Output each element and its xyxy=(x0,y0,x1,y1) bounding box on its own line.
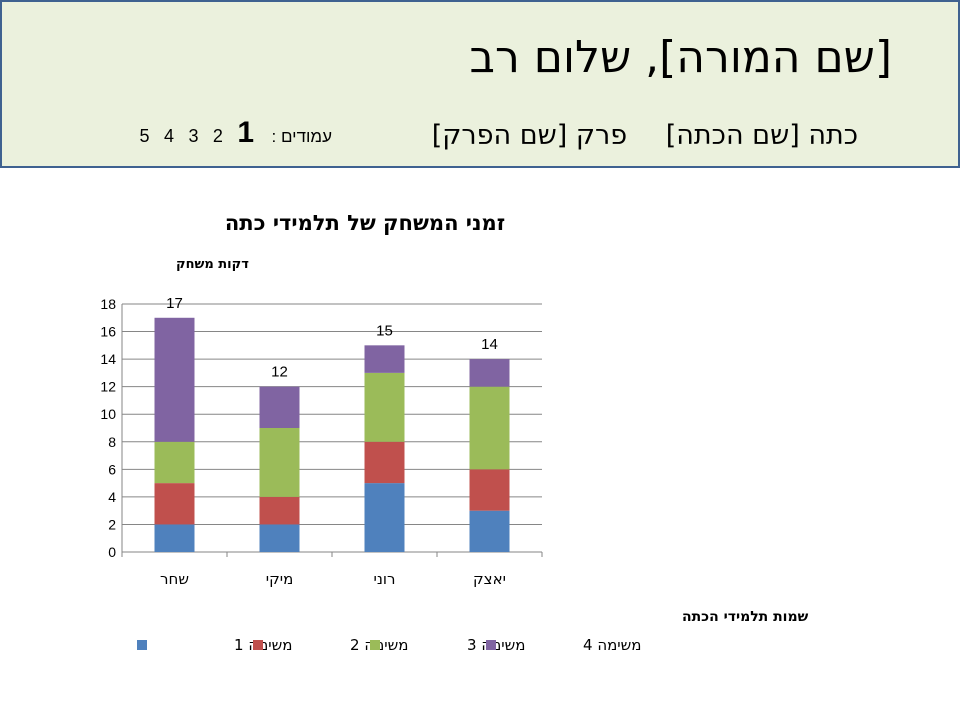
pages-label: עמודים : xyxy=(271,127,332,146)
y-tick-label: 0 xyxy=(108,544,116,560)
y-tick-label: 12 xyxy=(100,379,116,395)
category-label: רוני xyxy=(374,570,396,588)
y-tick-label: 16 xyxy=(100,324,116,340)
header-banner: [שם המורה], שלום רב כתה [שם הכתה] פרק [ש… xyxy=(0,0,960,168)
page-link-1[interactable]: 1 xyxy=(237,116,255,149)
legend-swatch xyxy=(137,640,147,650)
bar-total-label: 12 xyxy=(271,364,288,381)
bar-total-label: 17 xyxy=(166,295,183,312)
y-tick-label: 14 xyxy=(100,351,116,367)
bar-segment xyxy=(259,496,300,525)
bar-segment xyxy=(364,483,405,552)
chapter-label: פרק [שם הפרק] xyxy=(431,120,628,151)
page-link-2[interactable]: 2 xyxy=(212,126,223,146)
y-tick-label: 6 xyxy=(108,461,116,477)
y-tick-label: 18 xyxy=(100,296,116,312)
page-link-3[interactable]: 3 xyxy=(188,126,199,146)
legend-label: משימה 3 xyxy=(467,636,525,654)
bar-segment xyxy=(259,386,300,428)
bar-segment xyxy=(469,469,510,511)
category-label: יאצק xyxy=(473,570,506,588)
bar-segment xyxy=(154,317,195,442)
greeting-title: [שם המורה], שלום רב xyxy=(469,32,893,83)
y-tick-label: 10 xyxy=(100,406,116,422)
y-axis-label: דקות משחק xyxy=(176,257,249,272)
bar-total-label: 15 xyxy=(376,322,393,339)
class-chapter-line: כתה [שם הכתה] פרק [שם הפרק] xyxy=(432,120,858,151)
legend-label: משימה 1 xyxy=(234,636,292,654)
class-label: כתה [שם הכתה] xyxy=(665,120,858,151)
bar-segment xyxy=(154,441,195,484)
category-label: שחר xyxy=(160,570,189,588)
bar-segment xyxy=(364,345,405,373)
bar-segment xyxy=(154,524,195,552)
y-tick-label: 4 xyxy=(108,489,116,505)
page-link-5[interactable]: 5 xyxy=(139,126,150,146)
bar-segment xyxy=(154,483,195,525)
chart-title: זמני המשחק של תלמידי כתה xyxy=(225,211,505,235)
x-axis-label: שמות תלמידי הכתה xyxy=(682,609,809,625)
bar-segment xyxy=(259,524,300,552)
bar-segment xyxy=(259,428,300,497)
legend-label: משימה 4 xyxy=(583,636,641,654)
bar-segment xyxy=(469,386,510,470)
legend-swatch xyxy=(370,640,380,650)
category-label: מיקי xyxy=(266,570,294,588)
bar-segment xyxy=(469,510,510,552)
legend-swatch xyxy=(253,640,263,650)
page-link-4[interactable]: 4 xyxy=(163,126,174,146)
y-tick-label: 2 xyxy=(108,516,116,532)
y-tick-label: 8 xyxy=(108,434,116,450)
bar-segment xyxy=(364,372,405,442)
bar-total-label: 14 xyxy=(481,336,498,353)
legend-swatch xyxy=(486,640,496,650)
bar-segment xyxy=(364,441,405,484)
bar-segment xyxy=(469,359,510,387)
page-navigation: עמודים : 1 2 3 4 5 xyxy=(135,116,332,150)
